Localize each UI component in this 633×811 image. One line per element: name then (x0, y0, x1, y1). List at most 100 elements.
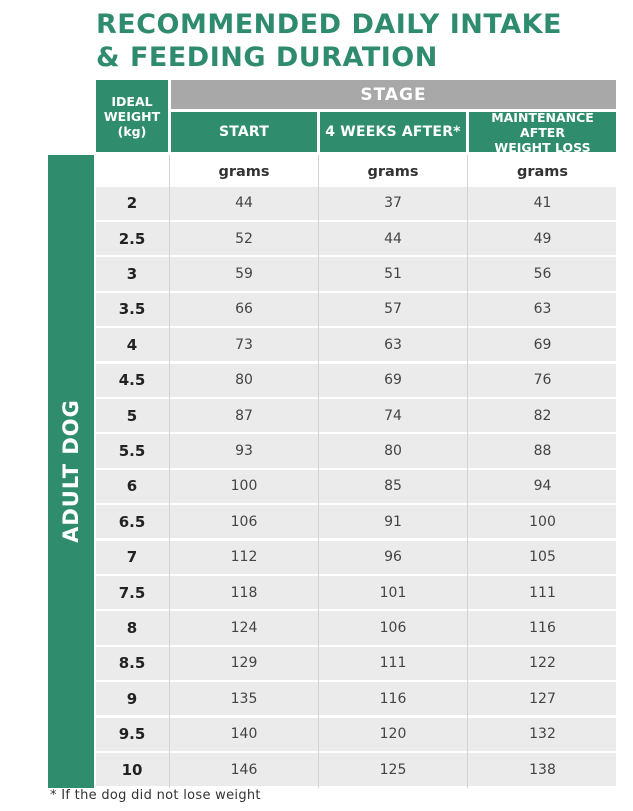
start-cell: 100 (230, 478, 258, 495)
weeks-after-cell: 106 (379, 619, 407, 636)
table-row (96, 292, 616, 327)
weight-cell: 7.5 (118, 583, 146, 602)
weeks-after-cell: 125 (379, 761, 407, 778)
maintenance-cell: 82 (533, 407, 552, 424)
table-row (96, 611, 616, 645)
weeks-after-cell: 101 (379, 584, 407, 601)
table-row (96, 540, 616, 574)
adult-dog-label: ADULT DOG (59, 399, 83, 543)
column-divider (169, 155, 170, 788)
weight-cell: 6 (126, 477, 138, 496)
unit-maintenance: grams (516, 164, 569, 180)
table-row (96, 717, 616, 751)
maintenance-header-line-2: WEIGHT LOSS (494, 139, 591, 155)
maintenance-header: MAINTENANCE AFTER WEIGHT LOSS (469, 109, 616, 155)
table-row (96, 186, 616, 220)
weight-cell: 3.5 (118, 300, 146, 319)
weight-cell: 5.5 (118, 441, 146, 460)
weight-cell: 7 (126, 548, 138, 567)
start-cell: 112 (230, 549, 258, 566)
weight-cell: 9 (126, 689, 138, 708)
column-divider (318, 155, 319, 788)
table-row (96, 221, 616, 256)
maintenance-cell: 63 (533, 301, 552, 318)
start-cell: 118 (230, 584, 258, 601)
start-cell: 44 (235, 195, 253, 212)
maintenance-cell: 100 (529, 513, 556, 530)
start-header: START (171, 112, 317, 152)
weeks-after-cell: 111 (379, 655, 407, 672)
weight-cell: 9.5 (118, 725, 146, 744)
adult-dog-side-band (48, 155, 94, 788)
weight-cell: 8 (126, 618, 138, 637)
table-row (96, 646, 616, 681)
start-cell: 146 (230, 761, 258, 778)
maintenance-cell: 41 (533, 195, 552, 212)
maintenance-cell: 138 (529, 761, 556, 778)
weeks-after-header: 4 WEEKS AFTER* (320, 112, 466, 152)
maintenance-cell: 127 (529, 690, 556, 707)
weight-cell: 8.5 (118, 654, 146, 673)
table-row (96, 682, 616, 716)
start-cell: 135 (230, 690, 258, 707)
weeks-after-cell: 69 (384, 372, 402, 389)
table-row (96, 257, 616, 291)
weight-cell: 4.5 (118, 371, 146, 390)
maintenance-cell: 116 (529, 619, 556, 636)
unit-start: grams (218, 164, 270, 180)
weight-cell: 5 (126, 406, 138, 425)
column-divider (467, 155, 468, 788)
title-line-2: & FEEDING DURATION (96, 42, 438, 73)
start-cell: 140 (230, 726, 258, 743)
weeks-after-cell: 91 (384, 513, 402, 530)
weeks-after-cell: 37 (384, 195, 402, 212)
weight-cell: 10 (121, 760, 143, 779)
weeks-after-cell: 57 (384, 301, 402, 318)
title-line-1: RECOMMENDED DAILY INTAKE (96, 9, 562, 40)
table-row (96, 469, 616, 504)
maintenance-cell: 132 (529, 726, 556, 743)
maintenance-cell: 49 (533, 230, 552, 247)
table-row (96, 575, 616, 610)
table-row (96, 752, 616, 787)
start-cell: 59 (235, 265, 253, 282)
start-cell: 52 (235, 230, 253, 247)
maintenance-header-line-1: MAINTENANCE AFTER (491, 109, 594, 140)
stage-header: STAGE (171, 80, 616, 109)
weeks-after-cell: 51 (384, 265, 402, 282)
start-cell: 129 (230, 655, 258, 672)
start-cell: 80 (235, 372, 253, 389)
start-cell: 66 (235, 301, 253, 318)
weight-cell: 6.5 (118, 512, 146, 531)
ideal-weight-header-line-2: WEIGHT (103, 108, 161, 124)
maintenance-cell: 56 (533, 265, 552, 282)
weeks-after-cell: 63 (384, 336, 402, 353)
weeks-after-cell: 74 (384, 407, 402, 424)
maintenance-cell: 122 (529, 655, 556, 672)
weeks-after-cell: 96 (384, 549, 402, 566)
start-cell: 93 (235, 442, 253, 459)
maintenance-cell: 76 (533, 372, 552, 389)
table-row (96, 398, 616, 433)
maintenance-cell: 94 (533, 478, 552, 495)
table-row (96, 363, 616, 397)
weight-cell: 2 (126, 194, 138, 213)
weeks-after-cell: 85 (384, 478, 402, 495)
start-cell: 87 (235, 407, 253, 424)
weeks-after-cell: 44 (384, 230, 402, 247)
table-row (96, 328, 616, 362)
start-cell: 106 (230, 513, 258, 530)
table-row (96, 505, 616, 539)
ideal-weight-header: IDEAL WEIGHT (kg) (96, 80, 168, 152)
maintenance-cell: 69 (533, 336, 552, 353)
maintenance-cell: 105 (529, 549, 556, 566)
weight-cell: 4 (126, 335, 138, 354)
weight-cell: 3 (126, 264, 138, 283)
start-cell: 124 (230, 619, 258, 636)
ideal-weight-header-line-1: IDEAL (111, 93, 153, 109)
weight-cell: 2.5 (118, 229, 146, 248)
table-row (96, 434, 616, 468)
footnote: * If the dog did not lose weight (50, 788, 261, 803)
weeks-after-cell: 80 (384, 442, 402, 459)
maintenance-cell: 111 (529, 584, 556, 601)
